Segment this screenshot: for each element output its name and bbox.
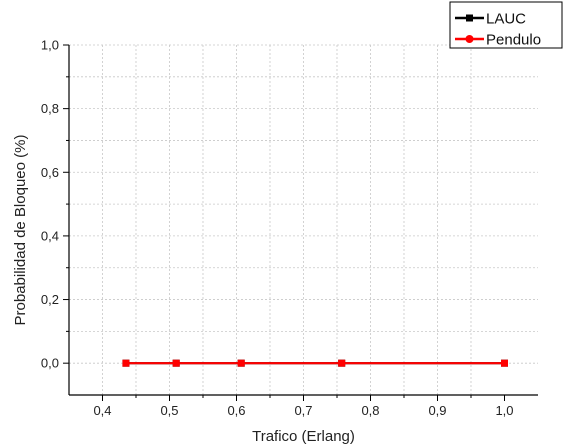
legend-marker-square <box>466 14 473 22</box>
x-axis-title: Trafico (Erlang) <box>252 428 355 445</box>
y-axis-title: Probabilidad de Bloqueo (%) <box>12 135 29 326</box>
y-tick-label: 1,0 <box>41 38 59 53</box>
y-tick-label: 0,8 <box>41 101 59 116</box>
grid-lines <box>69 44 538 395</box>
y-tick-label: 0,2 <box>41 292 59 307</box>
y-tick-label: 0,0 <box>41 356 59 371</box>
legend-label-lauc: LAUC <box>486 11 526 28</box>
data-point <box>501 359 508 367</box>
tick-labels: 0,4 0,5 0,6 0,7 0,8 0,9 1,0 0,0 0,2 0,4 0,6 0,8 1,0 <box>41 38 514 419</box>
x-tick-label: 0,5 <box>160 403 178 418</box>
x-tick-label: 0,6 <box>227 403 245 418</box>
data-point <box>122 359 130 367</box>
data-point <box>237 359 245 367</box>
x-tick-label: 0,8 <box>361 403 379 418</box>
legend: LAUC Pendulo <box>449 1 563 49</box>
data-point <box>338 359 346 367</box>
series-group <box>122 359 508 367</box>
legend-marker-circle <box>465 35 474 43</box>
x-tick-label: 1,0 <box>495 403 513 418</box>
y-tick-label: 0,6 <box>41 165 59 180</box>
x-tick-label: 0,4 <box>93 403 111 418</box>
y-tick-label: 0,4 <box>41 228 59 243</box>
data-point <box>172 359 180 367</box>
axes <box>63 44 538 401</box>
x-tick-label: 0,9 <box>428 403 446 418</box>
legend-label-pendulo: Pendulo <box>486 32 541 49</box>
x-tick-label: 0,7 <box>294 403 312 418</box>
